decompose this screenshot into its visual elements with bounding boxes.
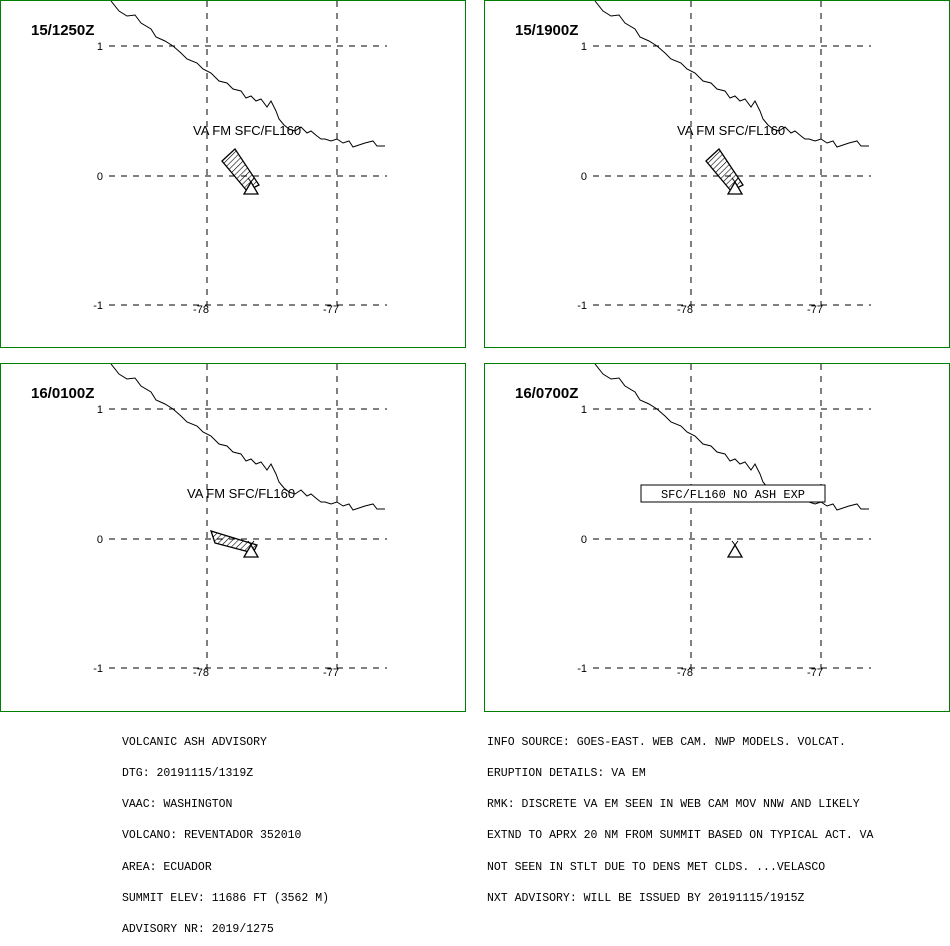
- advisory-line: NOT SEEN IN STLT DUE TO DENS MET CLDS. .…: [487, 860, 826, 874]
- longitude-tick-label: -78: [677, 667, 693, 679]
- latitude-tick-label: 0: [581, 534, 587, 546]
- no-ash-label-box: SFC/FL160 NO ASH EXP: [640, 484, 826, 503]
- panel-time-label: 15/1250Z: [31, 22, 94, 39]
- volcano-triangle-icon: [242, 180, 260, 195]
- ash-extent-label: VA FM SFC/FL160: [193, 123, 301, 138]
- map-panel-4: 1 0 -1 -78 -77 16/0700Z SFC/FL160 NO ASH EXP: [484, 363, 950, 712]
- map-canvas: 1 0 -1 -78 -77 16/0100Z VA FM SFC/FL160: [31, 364, 387, 679]
- label-box-border: [640, 484, 826, 503]
- map-canvas: 1 0 -1 -78 -77 15/1250Z VA FM SFC/FL160: [31, 1, 387, 316]
- volcano-vent-mark: [247, 177, 252, 183]
- panel-time-label: 16/0700Z: [515, 385, 578, 402]
- map-canvas: 1 0 -1 -78 -77 15/1900Z VA FM SFC/FL160: [515, 1, 871, 316]
- advisory-line: DTG: 20191115/1319Z: [122, 767, 254, 781]
- latitude-tick-label: 0: [581, 171, 587, 183]
- ash-extent-label: VA FM SFC/FL160: [187, 486, 295, 501]
- volcano-vent-mark: [731, 540, 736, 546]
- no-ash-label: SFC/FL160 NO ASH EXP: [661, 488, 805, 502]
- volcano-vent-mark: [734, 177, 739, 183]
- advisory-line: AREA: ECUADOR: [122, 860, 212, 874]
- panel-time-label: 16/0100Z: [31, 385, 94, 402]
- volcano-vent-mark: [250, 177, 255, 183]
- coastline: [110, 1, 385, 148]
- ash-plume-area: [221, 148, 260, 192]
- longitude-tick-label: -77: [323, 667, 339, 679]
- advisory-line: NXT ADVISORY: WILL BE ISSUED BY 20191115…: [487, 891, 805, 905]
- ash-plume-area: [705, 148, 744, 192]
- volcano-triangle-icon: [726, 180, 744, 195]
- coastline: [594, 1, 869, 148]
- longitude-tick-label: -77: [323, 304, 339, 316]
- map-canvas: 1 0 -1 -78 -77 16/0700Z SFC/FL160 NO ASH EXP: [515, 364, 871, 679]
- advisory-line: INFO SOURCE: GOES-EAST. WEB CAM. NWP MOD…: [487, 735, 846, 749]
- coastline: [594, 364, 869, 511]
- latitude-tick-label: 0: [97, 534, 103, 546]
- volcano-triangle-icon: [726, 543, 744, 558]
- latitude-tick-label: 1: [97, 404, 103, 416]
- longitude-tick-label: -77: [807, 667, 823, 679]
- volcano-vent-mark: [247, 540, 252, 546]
- advisory-line: VOLCANO: REVENTADOR 352010: [122, 829, 302, 843]
- panel-time-label: 15/1900Z: [515, 22, 578, 39]
- latitude-tick-label: -1: [577, 663, 587, 675]
- map-panel-1: 1 0 -1 -78 -77 15/1250Z VA FM SFC/FL160: [0, 0, 466, 348]
- volcano-triangle-icon: [242, 543, 260, 558]
- advisory-info-right: INFO SOURCE: GOES-EAST. WEB CAM. NWP MOD…: [487, 717, 873, 915]
- map-panel-2: 1 0 -1 -78 -77 15/1900Z VA FM SFC/FL160: [484, 0, 950, 348]
- longitude-tick-label: -78: [193, 304, 209, 316]
- advisory-info-left: VOLCANIC ASH ADVISORY DTG: 20191115/1319…: [122, 717, 329, 946]
- advisory-line: EXTND TO APRX 20 NM FROM SUMMIT BASED ON…: [487, 829, 874, 843]
- ash-extent-label: VA FM SFC/FL160: [677, 123, 785, 138]
- longitude-tick-label: -78: [677, 304, 693, 316]
- latitude-tick-label: 1: [97, 41, 103, 53]
- latitude-tick-label: 1: [581, 41, 587, 53]
- volcano-vent-mark: [734, 540, 739, 546]
- advisory-line: RMK: DISCRETE VA EM SEEN IN WEB CAM MOV …: [487, 798, 860, 812]
- latitude-tick-label: -1: [93, 300, 103, 312]
- latitude-tick-label: 1: [581, 404, 587, 416]
- longitude-tick-label: -78: [193, 667, 209, 679]
- advisory-line: VAAC: WASHINGTON: [122, 798, 233, 812]
- latitude-tick-label: -1: [93, 663, 103, 675]
- volcano-vent-mark: [731, 177, 736, 183]
- advisory-line: ADVISORY NR: 2019/1275: [122, 923, 274, 937]
- advisory-line: SUMMIT ELEV: 11686 FT (3562 M): [122, 891, 330, 905]
- coastline: [110, 364, 385, 511]
- latitude-tick-label: -1: [577, 300, 587, 312]
- map-panel-3: 1 0 -1 -78 -77 16/0100Z VA FM SFC/FL160: [0, 363, 466, 712]
- advisory-line: VOLCANIC ASH ADVISORY: [122, 735, 267, 749]
- longitude-tick-label: -77: [807, 304, 823, 316]
- latitude-tick-label: 0: [97, 171, 103, 183]
- advisory-line: ERUPTION DETAILS: VA EM: [487, 767, 646, 781]
- volcano-vent-mark: [250, 540, 255, 546]
